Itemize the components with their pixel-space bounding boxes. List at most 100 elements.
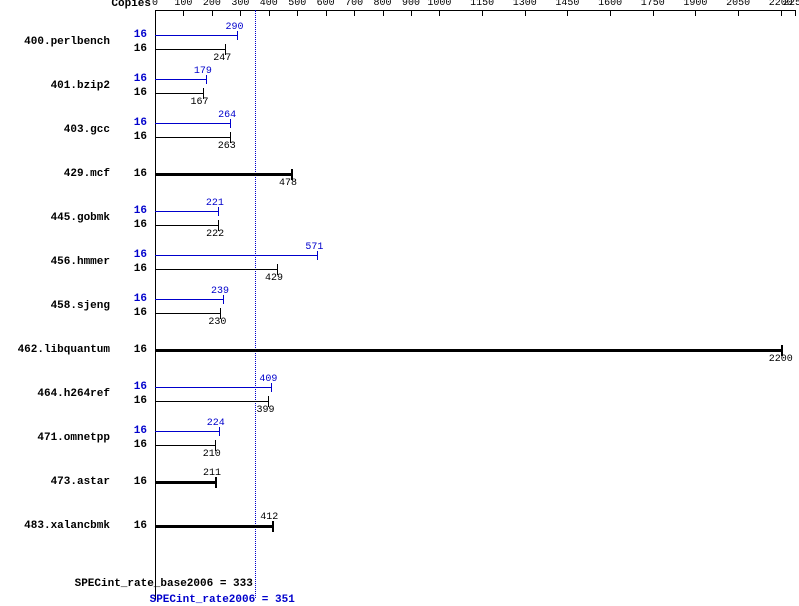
axis-tick-label: 400	[260, 0, 278, 9]
value-peak: 409	[259, 374, 277, 385]
value-base: 167	[191, 97, 209, 108]
axis-tick	[183, 10, 184, 16]
value-peak: 179	[194, 66, 212, 77]
axis-tick-label: 800	[374, 0, 392, 9]
bar-base	[155, 445, 215, 446]
axis-tick-label: 2250	[783, 0, 799, 9]
axis-tick-label: 2050	[726, 0, 750, 9]
summary-peak: SPECint_rate2006 = 351	[0, 594, 295, 606]
x-axis	[155, 10, 795, 11]
axis-tick-label: 500	[288, 0, 306, 9]
axis-tick	[567, 10, 568, 16]
copies-peak: 16	[117, 249, 147, 261]
summary-base: SPECint_rate_base2006 = 333	[0, 578, 253, 590]
axis-tick	[695, 10, 696, 16]
copies-base: 16	[117, 476, 147, 488]
benchmark-name: 403.gcc	[0, 124, 110, 136]
copies-base: 16	[117, 168, 147, 180]
value-base: 222	[206, 229, 224, 240]
value-base: 478	[279, 178, 297, 189]
axis-tick-label: 300	[231, 0, 249, 9]
copies-peak: 16	[117, 293, 147, 305]
copies-base: 16	[117, 395, 147, 407]
benchmark-name: 483.xalancbmk	[0, 520, 110, 532]
axis-tick-label: 1900	[683, 0, 707, 9]
value-peak: 571	[305, 242, 323, 253]
copies-base: 16	[117, 131, 147, 143]
benchmark-name: 445.gobmk	[0, 212, 110, 224]
benchmark-name: 458.sjeng	[0, 300, 110, 312]
bar-peak	[155, 431, 219, 432]
bar-peak	[155, 123, 230, 124]
axis-tick-label: 1750	[641, 0, 665, 9]
bar-base	[155, 137, 230, 138]
axis-tick-label: 100	[174, 0, 192, 9]
copies-base: 16	[117, 43, 147, 55]
copies-peak: 16	[117, 117, 147, 129]
value-base: 247	[213, 53, 231, 64]
axis-tick	[482, 10, 483, 16]
benchmark-name: 462.libquantum	[0, 344, 110, 356]
y-axis	[155, 10, 156, 600]
bar-peak	[155, 255, 317, 256]
copies-peak: 16	[117, 29, 147, 41]
axis-tick	[297, 10, 298, 16]
benchmark-name: 400.perlbench	[0, 36, 110, 48]
copies-base: 16	[117, 307, 147, 319]
value-peak: 264	[218, 110, 236, 121]
axis-tick	[610, 10, 611, 16]
copies-peak: 16	[117, 205, 147, 217]
axis-tick-label: 600	[317, 0, 335, 9]
copies-peak: 16	[117, 381, 147, 393]
bar-base	[155, 349, 781, 352]
bar-base	[155, 401, 268, 402]
value-base: 399	[256, 405, 274, 416]
axis-tick-label: 1150	[470, 0, 494, 9]
axis-tick	[212, 10, 213, 16]
value-base: 2200	[769, 354, 793, 365]
benchmark-name: 401.bzip2	[0, 80, 110, 92]
axis-tick	[411, 10, 412, 16]
axis-tick-label: 1000	[427, 0, 451, 9]
spec-rate-chart: 0100200300400500600700800900100011501300…	[0, 0, 799, 606]
bar-base	[155, 225, 218, 226]
bar-base	[155, 481, 215, 484]
copies-base: 16	[117, 520, 147, 532]
copies-base: 16	[117, 87, 147, 99]
axis-tick-label: 1450	[555, 0, 579, 9]
value-peak: 224	[207, 418, 225, 429]
axis-tick	[653, 10, 654, 16]
value-base: 412	[260, 512, 278, 523]
benchmark-name: 471.omnetpp	[0, 432, 110, 444]
axis-tick	[439, 10, 440, 16]
value-base: 263	[218, 141, 236, 152]
value-peak: 221	[206, 198, 224, 209]
copies-base: 16	[117, 344, 147, 356]
axis-tick-label: 200	[203, 0, 221, 9]
reference-line	[255, 10, 256, 598]
benchmark-name: 429.mcf	[0, 168, 110, 180]
bar-peak	[155, 387, 271, 388]
value-base: 230	[208, 317, 226, 328]
copies-header: Copies	[111, 0, 151, 10]
value-base: 429	[265, 273, 283, 284]
value-base: 211	[203, 468, 221, 479]
copies-base: 16	[117, 439, 147, 451]
value-peak: 290	[225, 22, 243, 33]
axis-tick-label: 0	[152, 0, 158, 9]
bar-peak	[155, 299, 223, 300]
bar-peak	[155, 211, 218, 212]
axis-tick-label: 1600	[598, 0, 622, 9]
axis-tick	[738, 10, 739, 16]
copies-peak: 16	[117, 425, 147, 437]
axis-tick	[795, 10, 796, 16]
copies-peak: 16	[117, 73, 147, 85]
benchmark-name: 464.h264ref	[0, 388, 110, 400]
axis-tick-label: 1300	[513, 0, 537, 9]
bar-base	[155, 173, 291, 176]
axis-tick	[240, 10, 241, 16]
benchmark-name: 456.hmmer	[0, 256, 110, 268]
bar-peak	[155, 79, 206, 80]
value-base: 210	[203, 449, 221, 460]
copies-base: 16	[117, 219, 147, 231]
